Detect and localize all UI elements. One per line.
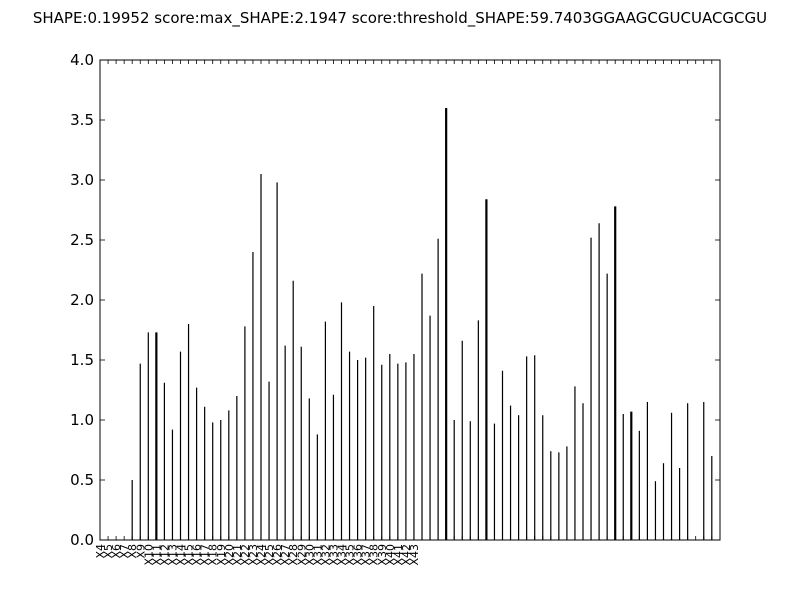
- y-tick-label: 3.5: [70, 111, 94, 129]
- y-tick-label: 1.5: [70, 351, 94, 369]
- x-tick-label: X32: [319, 544, 332, 566]
- x-tick-label: X23: [247, 544, 260, 566]
- x-tick-label: X31: [311, 544, 324, 566]
- x-tick-label: X15: [183, 544, 196, 566]
- y-tick-label: 0.5: [70, 471, 94, 489]
- y-tick-label: 1.0: [70, 411, 94, 429]
- x-tick-label: X38: [368, 544, 381, 566]
- chart-title: SHAPE:0.19952 score:max_SHAPE:2.1947 sco…: [33, 9, 767, 28]
- x-tick-label: X26: [271, 544, 284, 566]
- x-tick-label: X34: [336, 544, 349, 566]
- x-tick-label: X29: [295, 544, 308, 566]
- x-tick-label: X25: [263, 544, 276, 566]
- x-tick-label: X14: [175, 544, 188, 566]
- x-tick-label: X7: [118, 544, 131, 559]
- x-tick-label: X9: [134, 544, 147, 559]
- y-tick-label: 2.5: [70, 231, 94, 249]
- x-tick-label: X18: [207, 544, 220, 566]
- x-tick-label: X33: [327, 544, 340, 566]
- x-tick-label: X24: [255, 544, 268, 566]
- y-tick-label: 3.0: [70, 171, 94, 189]
- y-axis-group: 0.0 0.5 1.0 1.5 2.0 2.5 3.0 3.5 4.0: [70, 51, 720, 549]
- x-tick-label: X27: [279, 544, 292, 566]
- y-tick-label: 4.0: [70, 51, 94, 69]
- x-tick-label: X4: [94, 544, 107, 559]
- x-tick-label: X39: [376, 544, 389, 566]
- x-tick-label: X21: [231, 544, 244, 566]
- x-tick-label: X40: [384, 544, 397, 566]
- x-tick-label: X5: [102, 544, 115, 559]
- x-tick-label: X16: [191, 544, 204, 566]
- x-tick-label: X11: [150, 544, 163, 566]
- x-tick-label: X19: [215, 544, 228, 566]
- x-tick-label: X37: [360, 544, 373, 566]
- x-tick-label: X8: [126, 544, 139, 559]
- x-tick-label: X20: [223, 544, 236, 566]
- bars-group: [131, 108, 713, 540]
- x-tick-label: X10: [142, 544, 155, 566]
- x-tick-label: X36: [352, 544, 365, 566]
- x-tick-label: X42: [400, 544, 413, 566]
- x-tick-label: X28: [287, 544, 300, 566]
- x-tick-label: X17: [199, 544, 212, 566]
- x-tick-label: X30: [303, 544, 316, 566]
- plot-area-frame: [99, 59, 721, 541]
- x-tick-label: X6: [110, 544, 123, 559]
- x-tick-label: X13: [166, 544, 179, 566]
- x-tick-label: X41: [392, 544, 405, 566]
- y-tick-label: 2.0: [70, 291, 94, 309]
- x-tick-label: X12: [158, 544, 171, 566]
- x-tick-label: X43: [408, 544, 421, 566]
- x-tick-label: X35: [344, 544, 357, 566]
- x-tick-label: X22: [239, 544, 252, 566]
- y-tick-label: 0.0: [70, 531, 94, 549]
- x-ticks-group: X4X5X6X7X8X9X10X11X12X13X14X15X16X17X18X…: [94, 60, 713, 566]
